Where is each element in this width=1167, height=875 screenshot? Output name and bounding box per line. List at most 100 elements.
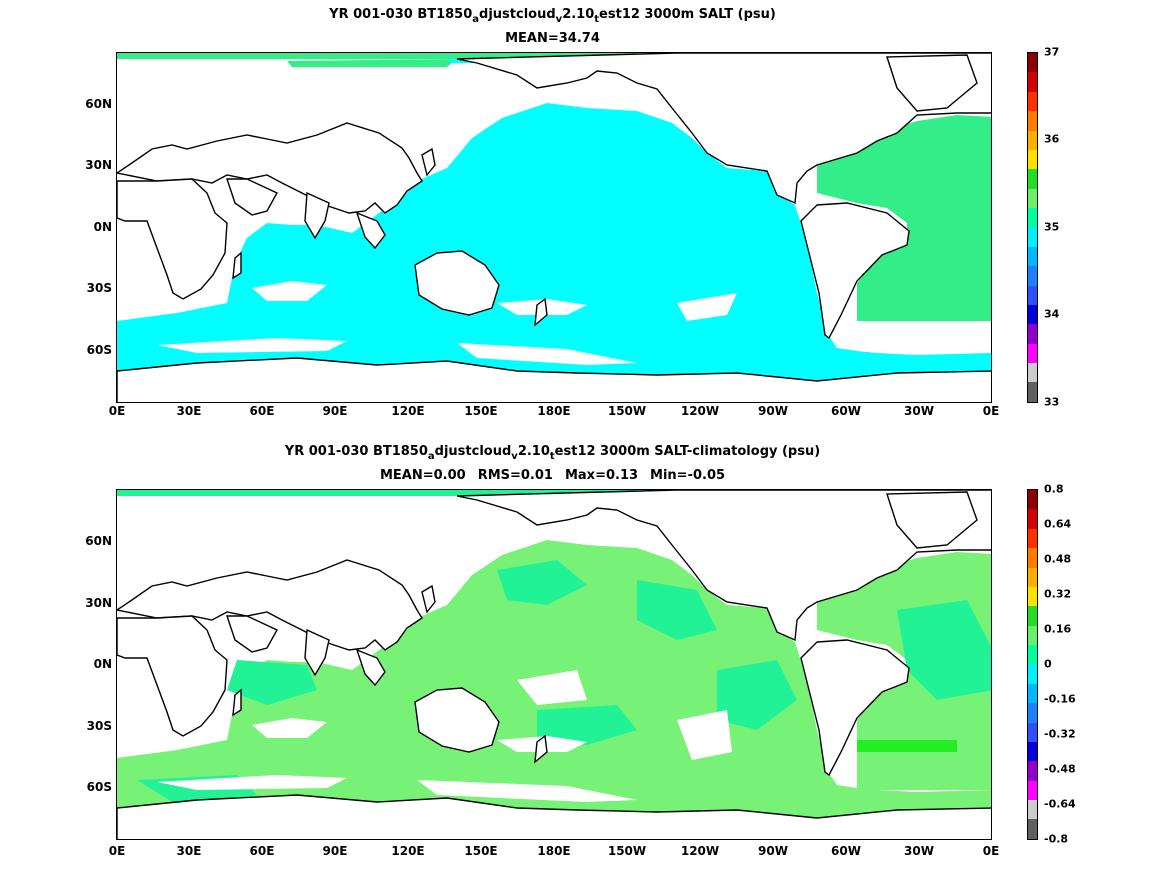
colorbar-swatch: [1028, 91, 1037, 112]
teal-patch-4: [717, 660, 797, 730]
madagascar-land: [232, 251, 242, 280]
y-tick: 0N: [93, 657, 112, 671]
salt-map-svg: [117, 53, 991, 402]
x-tick: 60E: [249, 844, 275, 858]
greenland-land: [886, 54, 978, 112]
india-land: [304, 628, 330, 677]
arctic-patch-2: [287, 59, 457, 67]
stat-max: Max=0.13: [564, 468, 639, 483]
x-tick: 0E: [982, 404, 1000, 418]
salt-panel: YR 001-030 BT1850adjustcloudv2.10test12 …: [0, 0, 1167, 437]
colorbar-swatch: [1028, 509, 1037, 529]
colorbar-swatch: [1028, 304, 1037, 325]
colorbar-swatch: [1028, 683, 1037, 704]
madagascar-land: [232, 688, 242, 717]
colorbar-swatch: [1028, 625, 1037, 645]
y-tick: 60S: [86, 343, 112, 357]
colorbar-swatch: [1028, 149, 1037, 170]
colorbar-label: 36: [1044, 132, 1060, 146]
gap-e: [417, 780, 637, 802]
teal-patch-1: [497, 560, 587, 605]
colorbar-label: -0.16: [1044, 692, 1076, 706]
southeast-asia-land: [355, 211, 386, 250]
eurasia-land: [117, 122, 423, 214]
x-tick: 0E: [982, 844, 1000, 858]
gap-a: [252, 718, 327, 738]
south-america-land: [800, 639, 910, 777]
colorbar-swatch: [1028, 761, 1037, 781]
x-tick: 60W: [831, 844, 861, 858]
x-tick: 120W: [680, 844, 720, 858]
gap-d: [157, 775, 347, 790]
x-tick: 150W: [607, 844, 647, 858]
gap-f: [517, 670, 587, 705]
x-tick: 30W: [904, 404, 934, 418]
y-tick: 60S: [86, 780, 112, 794]
y-tick: 60N: [85, 97, 112, 111]
colorbar-swatch: [1028, 111, 1037, 131]
x-tick-row: 0E 30E 60E 90E 120E 150E 180E 150W 120W …: [0, 844, 1167, 860]
gap-c: [677, 710, 732, 760]
y-tick: 60N: [85, 534, 112, 548]
colorbar-swatch: [1028, 567, 1037, 587]
x-tick: 150E: [464, 404, 498, 418]
colorbar-swatch: [1028, 800, 1037, 820]
colorbar-label: 37: [1044, 45, 1060, 59]
colorbar-swatch: [1028, 548, 1037, 568]
arabia-land: [226, 615, 278, 653]
colorbar-swatch: [1028, 703, 1037, 723]
colorbar-label: 0.16: [1044, 622, 1072, 636]
x-tick: 150E: [464, 844, 498, 858]
antarctica-land: [117, 357, 991, 402]
colorbar-swatch: [1028, 664, 1037, 684]
gap-4: [157, 338, 347, 353]
colorbar-swatch: [1028, 227, 1037, 247]
eurasia-land: [117, 559, 423, 651]
stat-rms: RMS=0.01: [477, 468, 553, 483]
colorbar-label: -0.64: [1044, 797, 1076, 811]
salt-anomaly-panel: YR 001-030 BT1850adjustcloudv2.10test12 …: [0, 438, 1167, 875]
x-tick: 0E: [108, 404, 126, 418]
title-line-1: YR 001-030 BT1850adjustcloudv2.10test12 …: [284, 444, 821, 462]
japan-land: [421, 147, 436, 177]
colorbar-label: 0: [1044, 657, 1052, 671]
x-tick: 90E: [322, 404, 348, 418]
colorbar-label: 0.64: [1044, 517, 1072, 531]
stat-mean: MEAN=0.00: [379, 468, 466, 483]
colorbar-swatch: [1028, 266, 1037, 286]
x-tick: 0E: [108, 844, 126, 858]
india-land: [304, 191, 330, 240]
colorbar: [1027, 52, 1038, 403]
colorbar-swatch: [1028, 53, 1037, 73]
colorbar-swatch: [1028, 130, 1037, 150]
title-stats: MEAN=0.00 RMS=0.01 Max=0.13 Min=-0.05: [0, 468, 1105, 484]
x-tick: 150W: [607, 404, 647, 418]
colorbar-swatch: [1028, 169, 1037, 189]
colorbar-label: 33: [1044, 395, 1060, 409]
x-tick: 180E: [537, 404, 571, 418]
title-stats: MEAN=34.74: [0, 31, 1105, 47]
colorbar-swatch: [1028, 490, 1037, 510]
x-tick: 90W: [758, 844, 788, 858]
colorbar-swatch: [1028, 363, 1037, 383]
south-america-land: [800, 202, 910, 340]
anomaly-map-svg: [117, 490, 991, 839]
gap-3: [677, 293, 737, 321]
colorbar-swatch: [1028, 208, 1037, 228]
x-tick: 120E: [391, 404, 425, 418]
y-tick: 0N: [93, 220, 112, 234]
colorbar-swatch: [1028, 645, 1037, 665]
greenland-land: [886, 491, 978, 549]
colorbar-label: 35: [1044, 220, 1060, 234]
stat-mean: MEAN=34.74: [505, 31, 600, 46]
colorbar-swatch: [1028, 741, 1037, 762]
y-tick: 30S: [86, 281, 112, 295]
southeast-asia-land: [355, 648, 386, 687]
x-tick: 90E: [322, 844, 348, 858]
bright-patch: [857, 740, 957, 752]
colorbar-label: 0.32: [1044, 587, 1072, 601]
y-tick: 30N: [85, 158, 112, 172]
australia-land: [414, 250, 500, 316]
teal-patch-2: [637, 580, 717, 640]
colorbar-swatch: [1028, 324, 1037, 344]
